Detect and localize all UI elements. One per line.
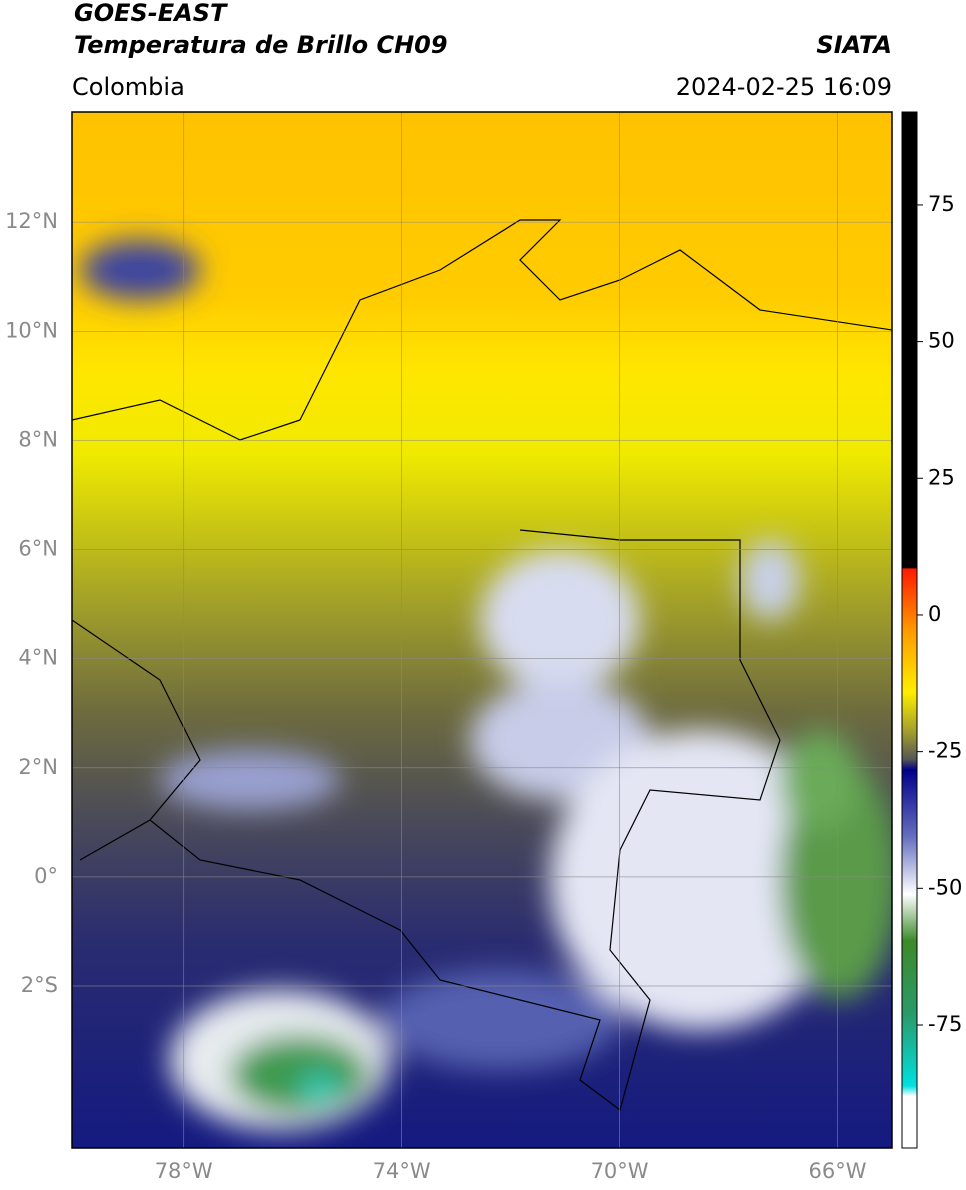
colorbar-tick-label: -50 [928,875,962,899]
lon-label: 70°W [591,1159,649,1183]
lat-label: 12°N [5,209,58,233]
borders [72,219,892,1112]
lat-label: 10°N [5,318,58,342]
satellite-image [72,112,892,1148]
colorbar [901,111,918,1149]
datetime: 2024-02-25 16:09 [676,73,892,101]
colorbar-tick-label: -75 [928,1012,962,1036]
lon-label: 74°W [373,1159,431,1183]
lat-label: 2°N [18,755,58,779]
colorbar-tick-label: 0 [928,602,941,626]
lon-label: 78°W [155,1159,213,1183]
map-frame [71,111,893,1149]
grid [72,112,892,1148]
lat-label: 0° [34,864,58,888]
cloud-field [80,240,892,1130]
lon-label: 66°W [809,1159,867,1183]
colorbar-tick-label: 25 [928,465,955,489]
title: GOES-EAST [74,0,228,27]
lat-label: 2°S [21,973,58,997]
colorbar-tick-label: 50 [928,329,955,353]
subtitle: Temperatura de Brillo CH09 [74,31,448,59]
lat-label: 4°N [18,646,58,670]
colorbar-tick-label: -25 [928,739,962,763]
region: Colombia [72,73,185,101]
lat-label: 8°N [18,427,58,451]
lat-label: 6°N [18,537,58,561]
colorbar-tick-label: 75 [928,192,955,216]
source: SIATA [816,31,892,59]
